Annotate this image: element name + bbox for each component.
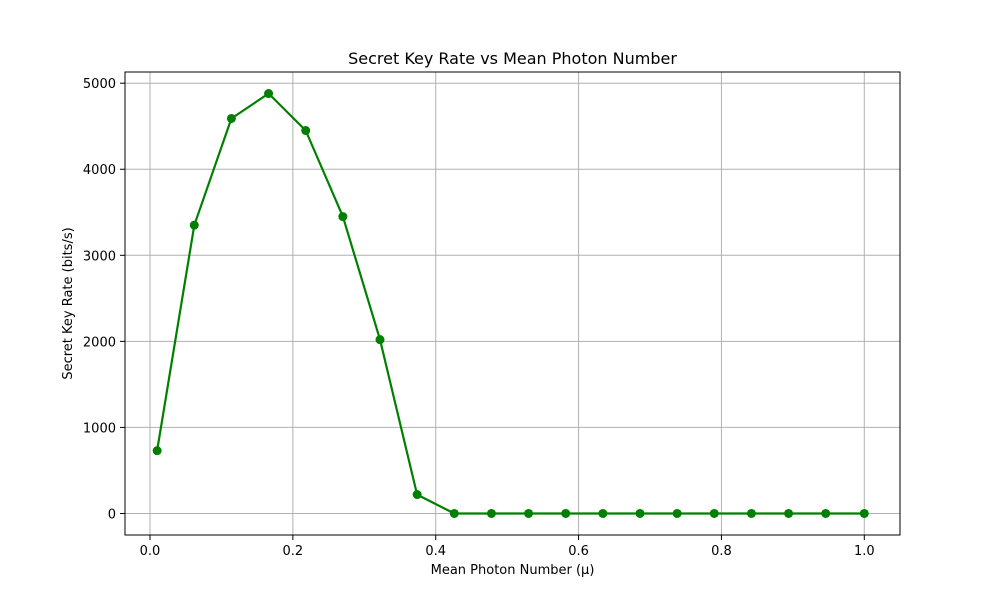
data-point [449,508,459,518]
x-tick-label: 0.0 [140,544,161,559]
x-tick-label: 0.6 [568,544,589,559]
data-point [412,490,422,500]
data-point [189,220,199,230]
data-point [524,508,534,518]
data-point [672,508,682,518]
y-axis-label: Secret Key Rate (bits/s) [61,227,76,379]
data-point [375,335,385,345]
plot-frame [124,71,901,536]
x-axis-label: Mean Photon Number (μ) [431,563,595,578]
series-layer [152,89,869,518]
y-tick-label: 0 [108,507,116,522]
data-point [338,212,348,222]
y-tick-label: 5000 [83,77,116,92]
y-axis: 0 1000 2000 3000 4000 5000 [83,77,125,522]
data-point [264,89,274,99]
x-tick-label: 0.4 [425,544,446,559]
data-point [821,508,831,518]
data-point [635,508,645,518]
y-tick-label: 2000 [83,335,116,350]
data-point [859,508,869,518]
data-point [784,508,794,518]
x-tick-label: 0.2 [283,544,304,559]
data-point [598,508,608,518]
series-line [156,92,865,515]
x-axis: 0.0 0.2 0.4 0.6 0.8 1.0 [140,535,875,559]
data-point [226,113,236,123]
data-point [709,508,719,518]
data-point [301,126,311,136]
x-tick-label: 1.0 [854,544,875,559]
y-tick-label: 4000 [83,163,116,178]
x-tick-label: 0.8 [711,544,732,559]
data-point [561,508,571,518]
chart-title: Secret Key Rate vs Mean Photon Number [348,49,677,68]
data-point [486,508,496,518]
data-point [746,508,756,518]
y-tick-label: 3000 [83,249,116,264]
y-tick-label: 1000 [83,421,116,436]
data-point [152,446,162,456]
